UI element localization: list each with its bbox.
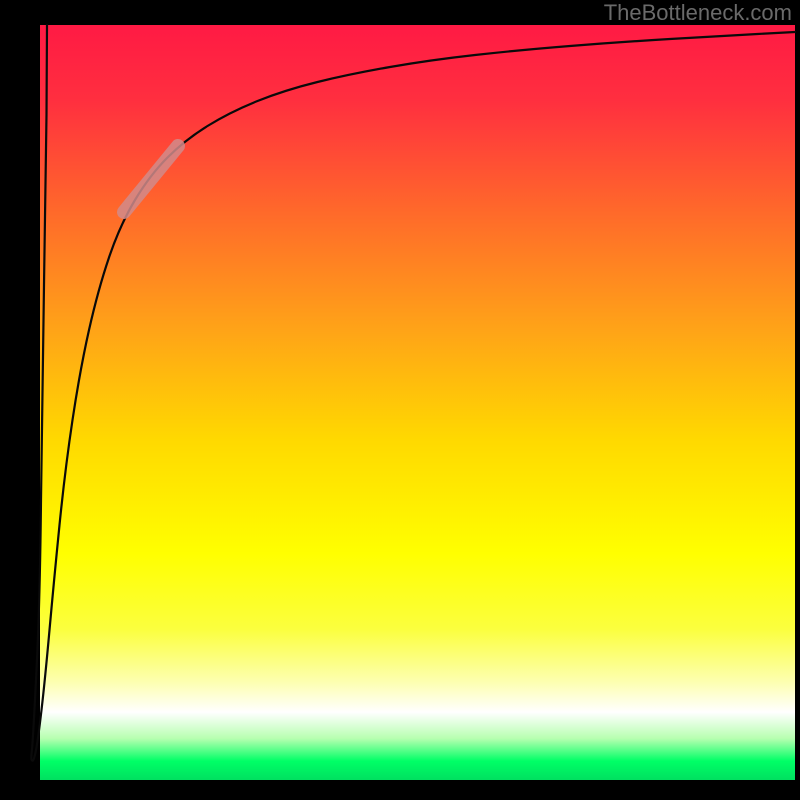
curve-layer xyxy=(0,0,800,800)
watermark-text: TheBottleneck.com xyxy=(604,0,792,26)
plot-area xyxy=(40,25,795,780)
highlight-segment xyxy=(124,146,178,212)
chart-container: TheBottleneck.com xyxy=(0,0,800,800)
bottleneck-curve xyxy=(31,25,795,761)
